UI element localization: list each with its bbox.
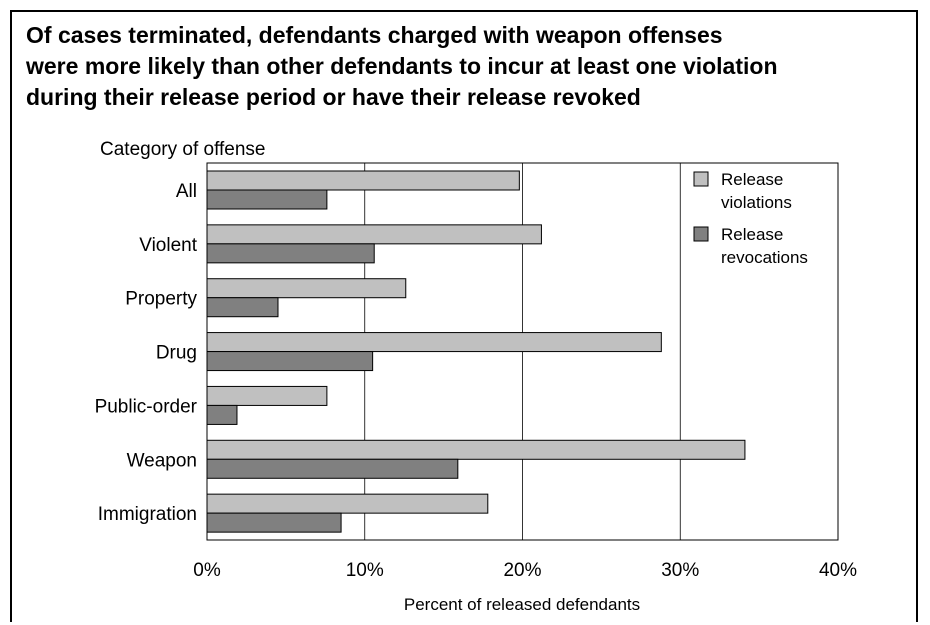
- chart-frame: [10, 10, 918, 622]
- x-tick-label-40: 40%: [819, 560, 857, 581]
- legend-label-violations-line-1: Release: [721, 170, 783, 189]
- title-line-1: Of cases terminated, defendants charged …: [26, 22, 723, 48]
- x-tick-label-20: 20%: [503, 560, 541, 581]
- legend-label-violations-line-2: violations: [721, 193, 792, 212]
- bar-violent-violations: [206, 224, 542, 245]
- title-line-2: were more likely than other defendants t…: [26, 53, 778, 79]
- bar-all-violations: [206, 170, 520, 191]
- bar-violent-revocations: [206, 243, 375, 264]
- x-tick-label-30: 30%: [661, 560, 699, 581]
- title-line-3: during their release period or have thei…: [26, 84, 641, 110]
- category-label-weapon: Weapon: [127, 450, 197, 471]
- plot-area: 0% 10% 20% 30% 40% All Violent Property Drug Publ…: [95, 162, 857, 581]
- bar-drug-violations: [206, 332, 662, 353]
- legend-swatch-revocations: [693, 226, 709, 242]
- chart-title: Of cases terminated, defendants charged …: [26, 20, 906, 113]
- category-label-public-order: Public-order: [95, 396, 198, 417]
- x-tick-label-10: 10%: [346, 560, 384, 581]
- bar-property-violations: [206, 278, 407, 299]
- y-axis-title: Category of offense: [100, 139, 265, 160]
- category-label-violent: Violent: [139, 235, 197, 256]
- category-label-immigration: Immigration: [98, 504, 197, 525]
- legend-label-revocations-line-2: revocations: [721, 248, 808, 267]
- bar-all-revocations: [206, 189, 328, 210]
- bar-immigration-violations: [206, 493, 489, 514]
- bar-public-order-revocations: [206, 404, 238, 425]
- bar-weapon-revocations: [206, 458, 459, 479]
- legend-swatch-violations: [693, 171, 709, 187]
- x-tick-label-0: 0%: [193, 560, 221, 581]
- x-axis-title: Percent of released defendants: [404, 595, 640, 614]
- bar-drug-revocations: [206, 351, 374, 372]
- category-label-property: Property: [125, 289, 197, 310]
- legend-label-revocations-line-1: Release: [721, 225, 783, 244]
- bar-weapon-violations: [206, 439, 746, 460]
- bar-property-revocations: [206, 297, 279, 318]
- category-label-all: All: [176, 181, 197, 202]
- bar-public-order-violations: [206, 385, 328, 406]
- bar-immigration-revocations: [206, 512, 342, 533]
- category-label-drug: Drug: [156, 343, 197, 364]
